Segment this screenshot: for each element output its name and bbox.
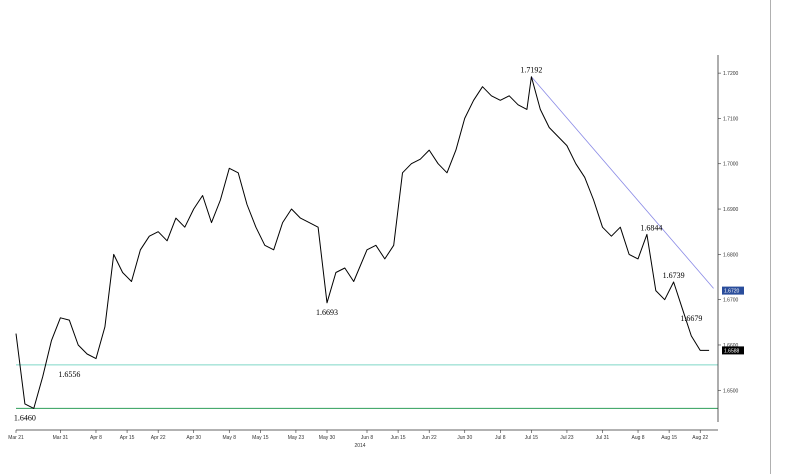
- x-tick-label: Mar 31: [53, 435, 69, 441]
- y-tick-label: 1.6500: [723, 388, 739, 394]
- x-axis-label: 2014: [354, 443, 365, 449]
- annotation-label: 1.6556: [58, 370, 80, 379]
- annotations: 1.7192 1.6844 1.6739 1.6679 1.6693 1.6556 1.64…: [14, 66, 702, 423]
- x-tick-label: Jun 22: [422, 435, 437, 441]
- annotation-label: 1.6844: [640, 223, 662, 232]
- panel-border: [770, 0, 771, 474]
- annotation-label: 1.6739: [663, 271, 685, 280]
- y-tick-label: 1.7100: [723, 116, 739, 122]
- x-tick-label: Jul 15: [525, 435, 539, 441]
- y-tick-label: 1.7200: [723, 71, 739, 77]
- y-tick-label: 1.6900: [723, 207, 739, 213]
- x-tick-label: Apr 15: [120, 435, 135, 441]
- y-tick-label: 1.6700: [723, 298, 739, 304]
- x-tick-label: Apr 8: [90, 435, 102, 441]
- price-series: [15, 76, 710, 409]
- price-label-box: [722, 286, 744, 295]
- x-tick-label: Mar 21: [8, 435, 24, 441]
- annotation-label: 1.6693: [316, 308, 338, 317]
- y-tick-label: 1.6800: [723, 252, 739, 258]
- x-tick-label: Jul 31: [596, 435, 610, 441]
- x-tick-label: Aug 8: [631, 435, 644, 441]
- price-label-box: [722, 346, 744, 355]
- x-tick-label: Jun 15: [391, 435, 406, 441]
- annotation-label: 1.6679: [680, 314, 702, 323]
- y-tick-label: 1.7000: [723, 162, 739, 168]
- plot-area: 1.7192 1.6844 1.6739 1.6679 1.6693 1.6556 1.64…: [14, 66, 718, 423]
- annotation-label: 1.7192: [520, 66, 542, 75]
- trendline: [531, 76, 714, 289]
- x-tick-label: Jun 8: [361, 435, 373, 441]
- y-tick-label: 1.6600: [723, 343, 739, 349]
- price-label-text: 1.6588: [724, 348, 740, 354]
- annotation-label: 1.6460: [14, 413, 36, 422]
- series-line-0: [15, 76, 710, 409]
- trendline-line: [531, 76, 714, 289]
- x-tick-label: Aug 22: [692, 435, 708, 441]
- x-tick-label: Jun 30: [457, 435, 472, 441]
- x-tick-label: May 8: [222, 435, 236, 441]
- x-tick-label: Apr 30: [186, 435, 201, 441]
- x-axis: Mar 21 Mar 31 Apr 8 Apr 15 Apr 22 Apr 30 May 8…: [8, 429, 718, 441]
- x-tick-label: Apr 22: [151, 435, 166, 441]
- x-tick-label: Aug 15: [661, 435, 677, 441]
- x-tick-label: May 15: [252, 435, 269, 441]
- support-lines: [16, 364, 718, 409]
- price-labels: 1.6720 1.6588: [722, 286, 744, 355]
- y-axis: 1.6500 1.6600 1.6700 1.6800 1.6900 1.7000 1.71…: [717, 55, 739, 422]
- x-tick-label: Jul 8: [495, 435, 506, 441]
- x-tick-label: May 30: [319, 435, 336, 441]
- x-tick-label: May 23: [288, 435, 305, 441]
- x-tick-label: Jul 23: [560, 435, 574, 441]
- price-label-text: 1.6720: [724, 289, 740, 295]
